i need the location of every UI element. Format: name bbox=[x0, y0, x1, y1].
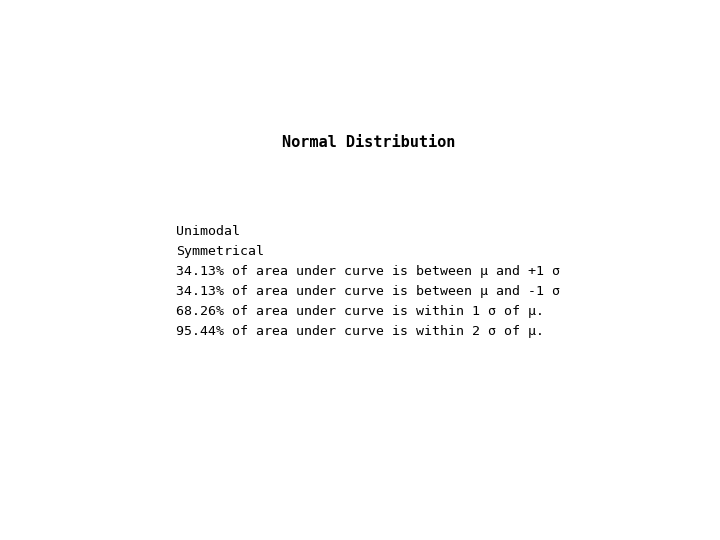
Text: 34.13% of area under curve is between μ and +1 σ: 34.13% of area under curve is between μ … bbox=[176, 265, 560, 278]
Text: 95.44% of area under curve is within 2 σ of μ.: 95.44% of area under curve is within 2 σ… bbox=[176, 325, 544, 338]
Text: Unimodal: Unimodal bbox=[176, 225, 240, 238]
Text: Symmetrical: Symmetrical bbox=[176, 245, 264, 258]
Text: 34.13% of area under curve is between μ and -1 σ: 34.13% of area under curve is between μ … bbox=[176, 285, 560, 298]
Text: Normal Distribution: Normal Distribution bbox=[282, 136, 456, 151]
Text: 68.26% of area under curve is within 1 σ of μ.: 68.26% of area under curve is within 1 σ… bbox=[176, 305, 544, 318]
